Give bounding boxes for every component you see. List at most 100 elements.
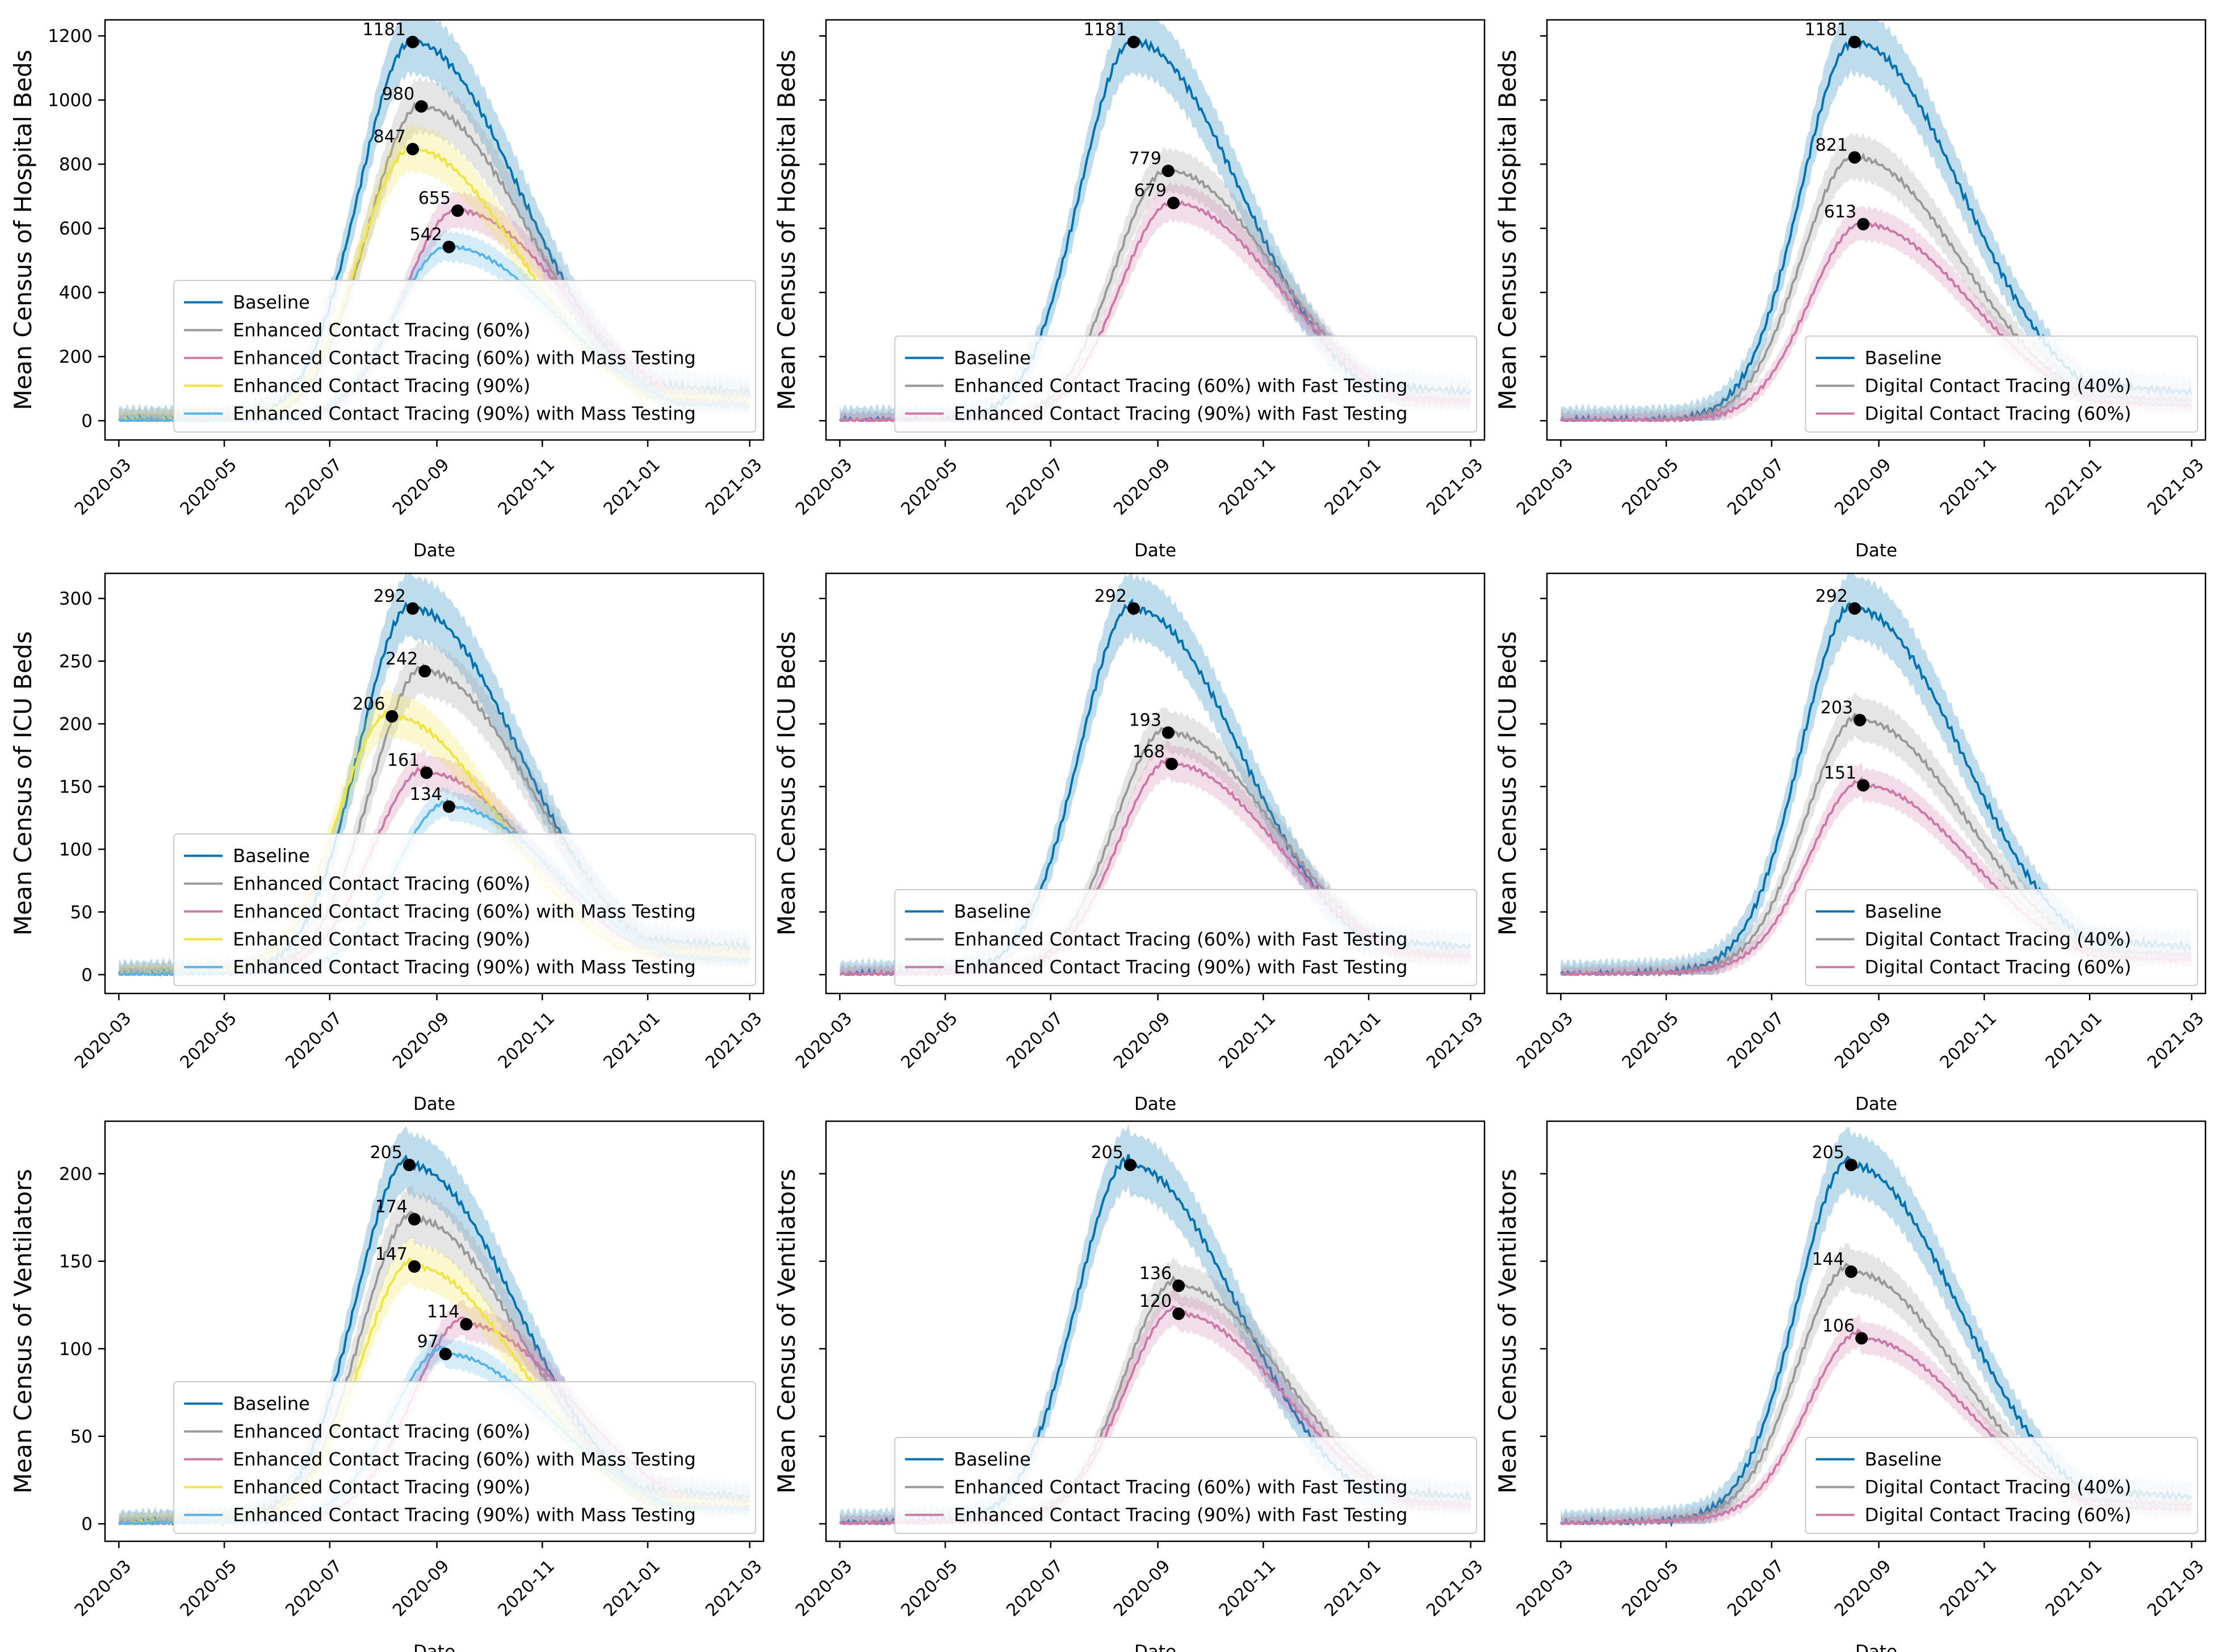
panel-p11: 1181 980 655 847 542 0 200 400 600 800 1000 1200 Mea… [9, 19, 766, 561]
y-axis-label: Mean Census of Ventilators [9, 1169, 37, 1494]
x-tick-label: 2021-01 [1321, 1008, 1385, 1072]
peak-marker [1161, 165, 1175, 178]
x-tick-label: 2020-05 [177, 455, 241, 519]
x-axis-label: Date [1134, 1094, 1176, 1114]
x-tick-label: 2020-09 [389, 1008, 453, 1072]
x-tick-label: 2020-03 [792, 455, 856, 519]
x-tick-label: 2021-01 [600, 1008, 664, 1072]
panel-p13: 1181 821 613 Mean Census of Hospital Beds 20… [1494, 19, 2208, 561]
x-tick-label: 2021-03 [702, 1008, 766, 1072]
legend-entry: Enhanced Contact Tracing (90%) with Mass… [233, 957, 696, 978]
peak-label: 136 [1139, 1264, 1172, 1284]
axes-frame [825, 1120, 1486, 1542]
y-axis-label: Mean Census of Ventilators [1494, 1169, 1521, 1494]
peak-marker [1172, 1307, 1185, 1320]
peak-marker [442, 240, 455, 253]
legend-entry: Digital Contact Tracing (40%) [1865, 929, 2132, 950]
axes-frame [104, 19, 765, 441]
x-axis-label: Date [413, 1642, 455, 1652]
x-tick-label: 2020-07 [1724, 1556, 1788, 1620]
legend-entry: Digital Contact Tracing (40%) [1865, 1477, 2132, 1498]
legend-box [894, 336, 1477, 433]
peak-label: 151 [1824, 763, 1856, 783]
legend-entry: Enhanced Contact Tracing (60%) with Mass… [233, 347, 696, 369]
peak-marker [1167, 196, 1180, 209]
legend-entry: Baseline [954, 1449, 1031, 1470]
peak-label: 292 [374, 586, 406, 606]
peak-label: 779 [1129, 149, 1161, 169]
legend: Baseline Enhanced Contact Tracing (60%) w… [894, 889, 1477, 986]
y-axis-label: Mean Census of Hospital Beds [9, 49, 37, 410]
x-tick-label: 2021-03 [2144, 1556, 2208, 1620]
y-tick-label: 400 [59, 283, 93, 303]
peak-label: 205 [1812, 1143, 1844, 1163]
peak-marker [1848, 602, 1861, 615]
legend-box [1805, 889, 2199, 986]
x-tick-label: 2020-03 [1513, 455, 1577, 519]
x-tick-label: 2020-03 [1513, 1556, 1577, 1620]
y-axis-label: Mean Census of Hospital Beds [1494, 49, 1521, 410]
x-tick-label: 2021-01 [600, 455, 664, 519]
x-tick-label: 2020-07 [282, 455, 346, 519]
y-tick-label: 50 [70, 1427, 93, 1447]
x-tick-label: 2020-03 [71, 1008, 135, 1072]
legend-entry: Digital Contact Tracing (40%) [1865, 375, 2132, 397]
peak-label: 679 [1134, 181, 1167, 201]
peak-label: 97 [417, 1332, 439, 1352]
peak-label: 147 [375, 1244, 408, 1264]
peak-marker [420, 766, 433, 779]
peak-marker [1844, 1265, 1857, 1278]
x-tick-label: 2020-09 [389, 1556, 453, 1620]
peak-marker [1161, 726, 1175, 739]
x-tick-label: 2020-03 [71, 455, 135, 519]
axes-frame [1546, 19, 2207, 441]
legend-box [1805, 1437, 2199, 1534]
legend-entry: Enhanced Contact Tracing (90%) [233, 375, 530, 397]
x-tick-label: 2020-05 [1618, 1008, 1683, 1072]
peak-label: 205 [1091, 1143, 1123, 1163]
x-tick-label: 2020-09 [1110, 1008, 1174, 1072]
x-tick-label: 2020-03 [792, 1008, 856, 1072]
x-tick-label: 2020-05 [898, 455, 962, 519]
x-tick-label: 2021-01 [1321, 1556, 1385, 1620]
panel-p31: 205 174 114 147 97 0 50 100 150 200 Mean Census of… [9, 1120, 766, 1652]
axes-frame [104, 572, 765, 995]
legend-entry: Enhanced Contact Tracing (90%) with Fast… [954, 403, 1407, 425]
x-tick-label: 2020-05 [177, 1008, 241, 1072]
series-band-baseline [1561, 1126, 2192, 1524]
x-tick-label: 2020-11 [1936, 1008, 2001, 1072]
x-axis-label: Date [1855, 1642, 1897, 1652]
x-tick-label: 2020-11 [494, 1008, 559, 1072]
x-tick-label: 2020-09 [1110, 1556, 1174, 1620]
peak-label: 168 [1133, 742, 1165, 762]
y-tick-label: 50 [70, 902, 93, 923]
peak-label: 847 [374, 127, 406, 147]
legend-box [894, 1437, 1477, 1534]
y-axis-label: Mean Census of ICU Beds [9, 631, 37, 936]
peak-marker [385, 710, 399, 723]
x-tick-label: 2020-05 [177, 1556, 241, 1620]
x-tick-label: 2020-03 [1513, 1008, 1577, 1072]
x-tick-label: 2020-03 [71, 1556, 135, 1620]
x-tick-label: 2020-07 [1724, 1008, 1788, 1072]
y-tick-label: 200 [59, 347, 93, 367]
peak-label: 134 [410, 785, 442, 804]
legend-entry: Enhanced Contact Tracing (90%) [233, 1477, 530, 1498]
peak-marker [406, 35, 419, 48]
peak-marker [406, 602, 419, 615]
x-axis-label: Date [1134, 1642, 1176, 1652]
legend-entry: Enhanced Contact Tracing (60%) with Mass… [233, 1449, 696, 1470]
peak-label: 821 [1815, 135, 1848, 155]
peak-marker [1857, 779, 1870, 792]
peak-label: 1181 [1084, 20, 1127, 40]
x-axis-label: Date [1134, 540, 1176, 561]
x-tick-label: 2020-07 [282, 1556, 346, 1620]
legend-box [894, 889, 1477, 986]
x-tick-label: 2020-07 [282, 1008, 346, 1072]
x-tick-label: 2020-07 [1724, 455, 1788, 519]
x-tick-label: 2020-03 [792, 1556, 856, 1620]
legend: Baseline Enhanced Contact Tracing (60%) En… [173, 833, 757, 986]
legend-entry: Baseline [233, 292, 310, 313]
x-tick-label: 2021-03 [1423, 455, 1487, 519]
